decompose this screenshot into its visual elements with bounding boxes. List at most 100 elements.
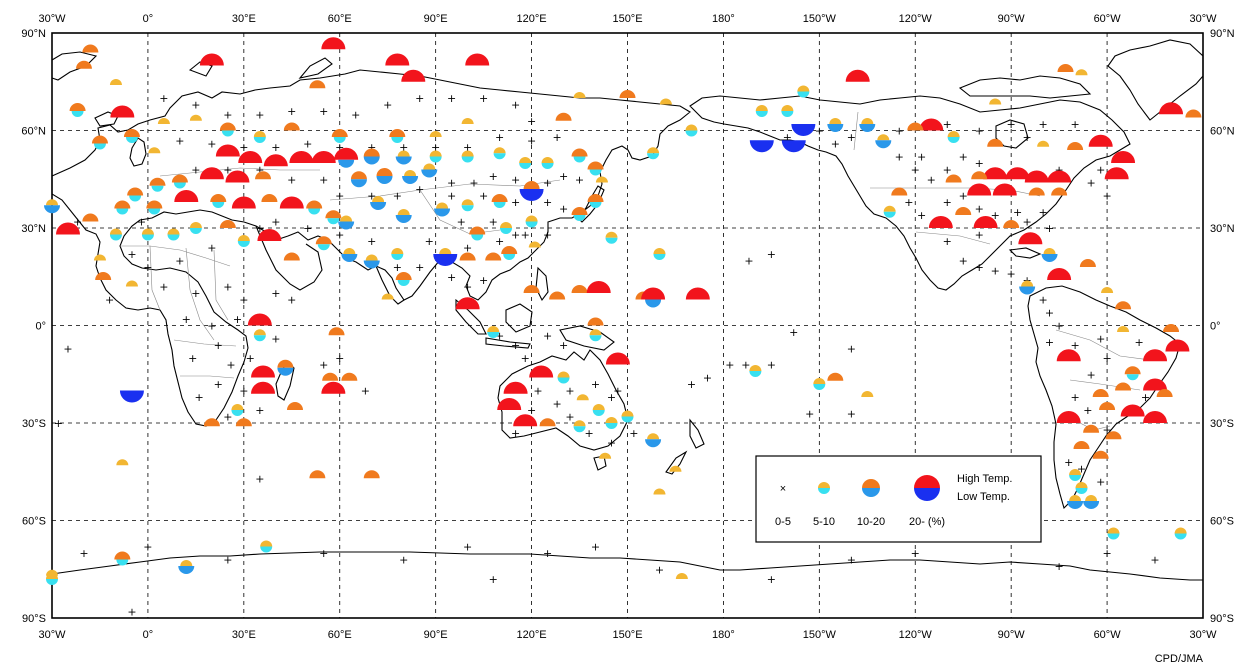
plus-mark: + [479, 190, 488, 203]
plus-mark: + [725, 359, 734, 372]
plus-mark: + [703, 372, 712, 385]
plus-mark: + [585, 427, 594, 440]
plus-mark: + [127, 606, 136, 619]
plus-mark: + [239, 294, 248, 307]
plus-mark: + [393, 261, 402, 274]
bottom-lon-label: 150°E [612, 629, 642, 641]
plus-mark: + [175, 134, 184, 147]
plus-mark: + [1096, 164, 1105, 177]
plus-mark: + [559, 203, 568, 216]
plus-mark: + [847, 342, 856, 355]
plus-mark: + [565, 411, 574, 424]
plus-mark: + [815, 125, 824, 138]
plus-mark: + [1102, 190, 1111, 203]
legend-high-label: High Temp. [957, 473, 1012, 485]
plus-mark: + [767, 573, 776, 586]
plus-mark: + [447, 92, 456, 105]
plus-mark: + [527, 134, 536, 147]
plus-mark: + [744, 255, 753, 268]
plus-mark: + [319, 173, 328, 186]
plus-mark: + [1102, 547, 1111, 560]
right-lat-label: 90°N [1210, 28, 1235, 40]
station-marker [1175, 528, 1187, 540]
station-marker [430, 151, 442, 163]
plus-mark: + [521, 229, 530, 242]
right-lat-label: 90°S [1210, 613, 1234, 625]
station-marker [948, 131, 960, 143]
plus-mark: + [287, 105, 296, 118]
station-marker [1069, 469, 1081, 481]
plus-mark: + [789, 326, 798, 339]
plus-mark: + [303, 138, 312, 151]
plus-mark: + [351, 108, 360, 121]
station-marker [884, 206, 896, 218]
legend-cross-mark: × [780, 483, 786, 495]
station-marker [1107, 528, 1119, 540]
plus-mark: + [255, 108, 264, 121]
plus-mark: + [79, 547, 88, 560]
top-lon-label: 150°E [612, 13, 642, 25]
plus-mark: + [479, 274, 488, 287]
station-marker [377, 168, 393, 184]
top-lon-label: 0° [143, 13, 154, 25]
plus-mark: + [543, 547, 552, 560]
station-marker [277, 360, 293, 376]
legend-cat-1: 5-10 [813, 516, 835, 528]
plus-mark: + [1071, 391, 1080, 404]
plus-mark: + [511, 196, 520, 209]
plus-mark: + [188, 352, 197, 365]
plus-mark: + [927, 173, 936, 186]
top-lon-label: 150°W [803, 13, 837, 25]
plus-mark: + [255, 472, 264, 485]
station-marker [526, 216, 538, 228]
plus-mark: + [399, 554, 408, 567]
legend-low-label: Low Temp. [957, 491, 1010, 503]
bottom-lon-label: 30°W [38, 629, 66, 641]
plus-mark: + [159, 281, 168, 294]
plus-mark: + [1007, 268, 1016, 281]
station-marker [110, 229, 122, 241]
station-marker [254, 329, 266, 341]
plus-mark: + [521, 352, 530, 365]
right-lat-label: 30°N [1210, 223, 1235, 235]
station-marker [756, 105, 768, 117]
station-marker [351, 171, 367, 187]
plus-mark: + [447, 190, 456, 203]
plus-mark: + [319, 547, 328, 560]
plus-mark: + [511, 427, 520, 440]
plus-mark: + [543, 196, 552, 209]
plus-mark: + [1086, 368, 1095, 381]
plus-mark: + [63, 342, 72, 355]
plus-mark: + [575, 173, 584, 186]
plus-mark: + [271, 287, 280, 300]
plus-mark: + [943, 235, 952, 248]
plus-mark: + [613, 385, 622, 398]
plus-mark: + [1023, 216, 1032, 229]
station-marker [781, 105, 793, 117]
station-marker [462, 151, 474, 163]
plus-mark: + [319, 359, 328, 372]
station-marker [653, 248, 665, 260]
station-marker [190, 222, 202, 234]
plus-mark: + [831, 138, 840, 151]
plus-mark: + [415, 92, 424, 105]
plus-mark: + [511, 339, 520, 352]
plus-mark: + [1039, 206, 1048, 219]
plus-mark: + [553, 398, 562, 411]
bottom-lon-label: 180° [712, 629, 735, 641]
bottom-lon-label: 30°E [232, 629, 256, 641]
plus-mark: + [182, 313, 191, 326]
legend-cat-0: 0-5 [775, 516, 791, 528]
left-lat-label: 0° [35, 321, 46, 333]
plus-mark: + [543, 329, 552, 342]
station-marker [391, 248, 403, 260]
plus-mark: + [233, 313, 242, 326]
station-marker [487, 326, 499, 338]
station-marker [685, 125, 697, 137]
left-lat-label: 30°S [22, 418, 46, 430]
plus-mark: + [1055, 560, 1064, 573]
top-lon-label: 120°E [517, 13, 547, 25]
plus-mark: + [767, 359, 776, 372]
plus-mark: + [425, 235, 434, 248]
plus-mark: + [1039, 294, 1048, 307]
